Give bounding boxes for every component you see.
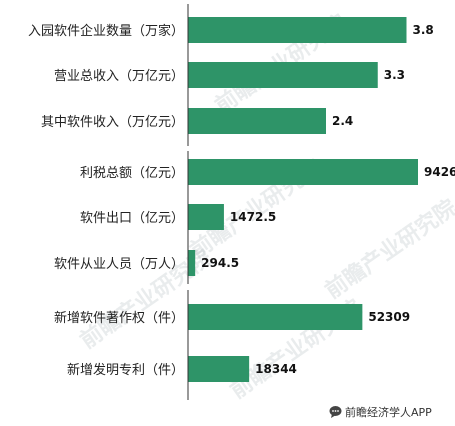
category-label: 入园软件企业数量（万家）: [28, 23, 184, 39]
data-label: 18344: [255, 362, 297, 376]
category-label: 其中软件收入（万亿元）: [41, 115, 184, 130]
data-label: 9426.1: [424, 165, 455, 179]
data-label: 1472.5: [230, 210, 276, 224]
category-label: 新增发明专利（件）: [67, 362, 184, 378]
value-labels: 3.8 3.3 2.4 9426.1 1472.5 294.5 52309 18344: [201, 23, 455, 376]
category-labels: 入园软件企业数量（万家） 营业总收入（万亿元） 其中软件收入（万亿元） 利税总额（亿元…: [28, 23, 184, 378]
data-label: 294.5: [201, 256, 239, 270]
bars: [188, 17, 418, 382]
category-label: 利税总额（亿元）: [80, 166, 184, 181]
bar: [188, 17, 407, 43]
bar: [188, 250, 196, 276]
watermark-text: 前瞻产业研究院: [320, 194, 455, 304]
data-label: 52309: [368, 310, 410, 324]
category-label: 新增软件著作权（件）: [54, 310, 184, 326]
speech-bubble-icon: [329, 406, 342, 418]
bar: [188, 304, 363, 330]
bar: [188, 356, 250, 382]
bar: [188, 62, 378, 88]
category-label: 软件从业人员（万人）: [54, 257, 184, 272]
category-label: 营业总收入（万亿元）: [54, 69, 184, 84]
footer-brand-text: 前瞻经济学人APP: [345, 405, 432, 419]
bar: [188, 159, 418, 185]
category-label: 软件出口（亿元）: [80, 211, 184, 226]
data-label: 2.4: [332, 114, 353, 128]
bar: [188, 204, 224, 230]
data-label: 3.8: [413, 23, 434, 37]
bar: [188, 108, 326, 134]
data-label: 3.3: [384, 68, 405, 82]
footer-brand: 前瞻经济学人APP: [329, 405, 432, 419]
